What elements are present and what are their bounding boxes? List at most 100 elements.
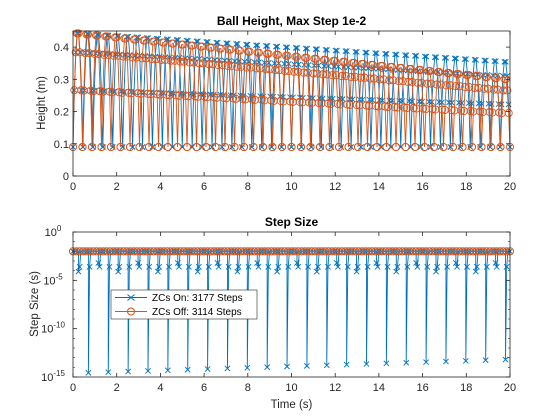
height-point [188, 41, 197, 50]
stepsize-point [305, 263, 312, 270]
stepsize-point [363, 361, 370, 367]
stepsize-point [85, 369, 92, 376]
height-point [306, 142, 315, 152]
height-point [295, 61, 302, 68]
height-point [125, 142, 135, 152]
height-point [393, 51, 400, 58]
stepsize-point [152, 247, 162, 256]
height-point [420, 142, 429, 152]
height-point [253, 42, 259, 49]
stepsize-point [408, 247, 417, 256]
height-point [97, 142, 106, 152]
height-point [211, 142, 220, 152]
height-point [115, 88, 124, 97]
height-point [381, 102, 390, 111]
height-point [248, 95, 257, 104]
height-point [87, 142, 97, 152]
stepsize-point [79, 247, 88, 256]
height-point [302, 53, 311, 62]
height-point [291, 61, 298, 68]
height-point [302, 45, 309, 52]
height-point [233, 62, 242, 71]
stepsize-point [354, 263, 361, 270]
height-point [140, 36, 149, 45]
stepsize-point [245, 263, 252, 270]
stepsize-point [213, 247, 222, 256]
height-point [180, 57, 189, 66]
stepsize-point [452, 260, 459, 266]
stepsize-point [395, 247, 404, 256]
height-point [283, 51, 292, 60]
height-point [173, 142, 182, 152]
height-point [465, 83, 474, 92]
height-point [425, 66, 434, 76]
stepsize-point [431, 247, 441, 256]
stepsize-point [253, 247, 262, 256]
stepsize-point [215, 263, 222, 270]
height-point [94, 49, 103, 59]
stepsize-point [413, 260, 420, 266]
height-point [228, 144, 235, 150]
height-point [199, 59, 208, 68]
stepsize-point [403, 359, 410, 366]
height-point [224, 40, 231, 47]
height-point [264, 49, 273, 58]
height-point [499, 86, 508, 95]
stepsize-xtick-label: 14 [373, 382, 385, 394]
height-point [437, 144, 444, 150]
stepsize-point [139, 247, 148, 256]
height-point [90, 49, 99, 59]
stepsize-point [378, 247, 387, 256]
stepsize-point [327, 247, 336, 256]
stepsize-point [472, 247, 481, 256]
height-point [496, 142, 505, 152]
height-point [333, 47, 340, 54]
height-ylabel: Height (m) [36, 76, 48, 130]
height-point [157, 55, 166, 64]
height-point [416, 65, 425, 75]
stepsize-point [424, 263, 431, 270]
stepsize-point [475, 247, 484, 256]
stepsize-point [125, 368, 132, 375]
height-point [318, 70, 327, 79]
stepsize-point [206, 247, 215, 256]
height-point [218, 60, 227, 70]
stepsize-point [109, 247, 118, 256]
stepsize-point [353, 268, 360, 275]
stepsize-point [95, 260, 102, 266]
height-point [324, 46, 330, 53]
height-point [423, 79, 432, 88]
height-axes: 0 2 4 6 8 10 12 14 16 18 20 0 0.1 0.2 0.3 0.4 Ball Heig… [36, 14, 516, 193]
stepsize-point [194, 268, 201, 275]
stepsize-point [454, 263, 460, 270]
stepsize-point [214, 260, 221, 266]
height-point [229, 94, 238, 103]
height-point [382, 50, 389, 57]
stepsize-point [264, 364, 271, 371]
stepsize-xtick-label: 0 [70, 382, 76, 394]
height-point [77, 86, 86, 95]
stepsize-point [295, 263, 302, 270]
stepsize-point [169, 247, 178, 256]
stepsize-point [216, 247, 225, 256]
height-point [213, 39, 220, 46]
stepsize-point [418, 247, 427, 256]
height-point [135, 142, 144, 152]
height-point [502, 58, 509, 65]
stepsize-point [483, 263, 490, 270]
height-point [480, 84, 489, 93]
stepsize-point [234, 268, 241, 275]
stepsize-point [334, 263, 341, 270]
stepsize-point [482, 357, 489, 364]
height-point [153, 90, 162, 99]
stepsize-point [472, 268, 479, 275]
stepsize-point [265, 263, 272, 270]
stepsize-point [371, 247, 380, 256]
stepsize-point [159, 247, 168, 256]
height-point [207, 43, 216, 52]
height-point [433, 54, 440, 61]
height-point [402, 52, 408, 59]
stepsize-point [344, 263, 351, 270]
height-plot [68, 29, 515, 152]
height-xtick-label: 12 [329, 181, 341, 193]
